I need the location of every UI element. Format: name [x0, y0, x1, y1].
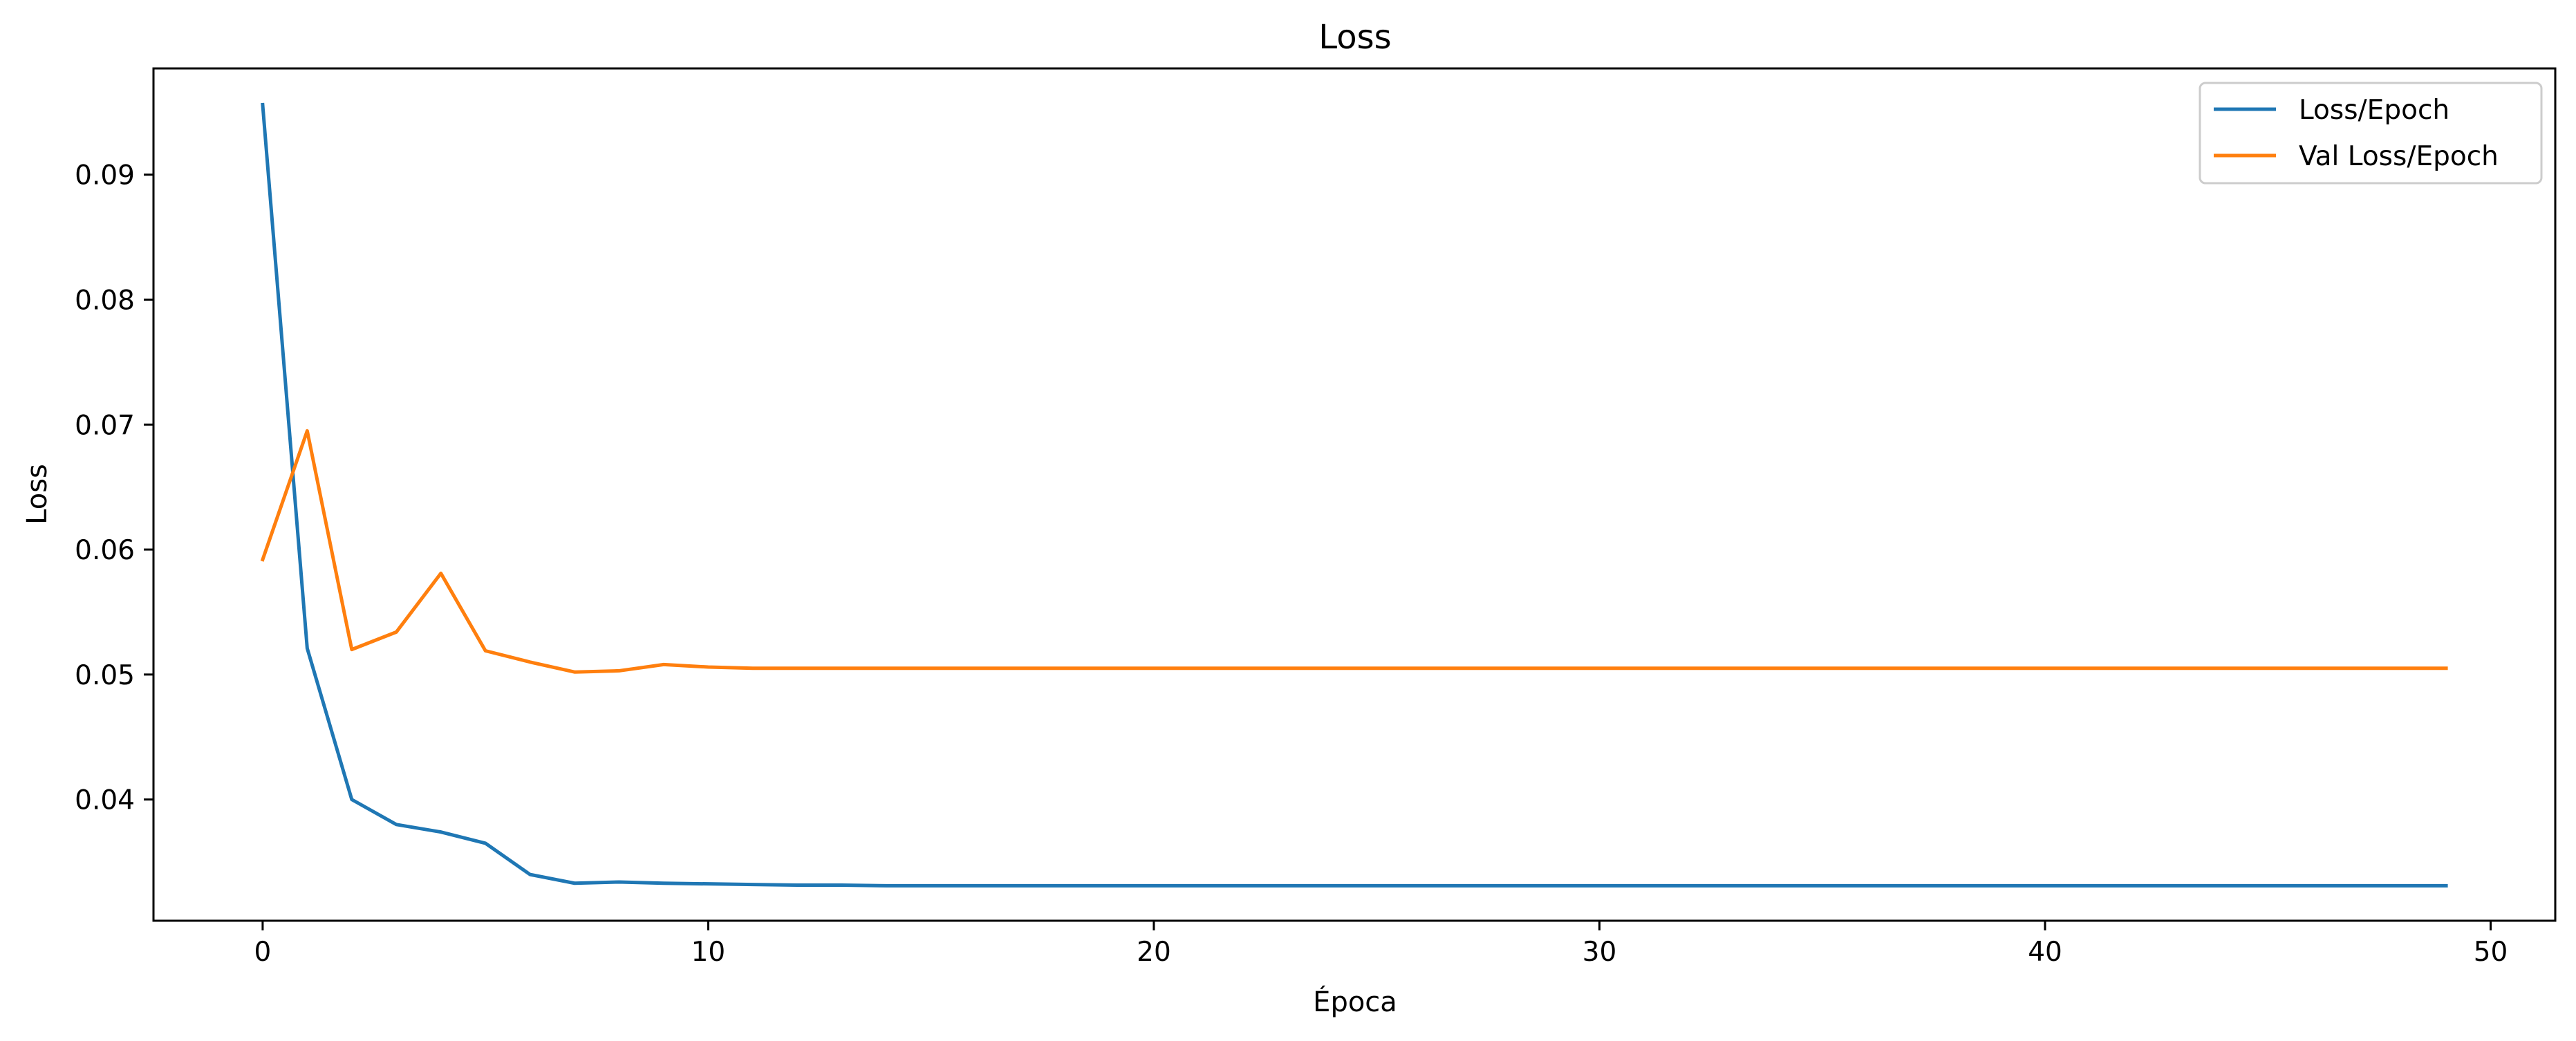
- y-tick-label-0-05: 0.05: [75, 660, 135, 691]
- y-axis: 0.04 0.05 0.06 0.07 0.08 0.09: [75, 160, 153, 816]
- x-tick-label-0: 0: [254, 937, 271, 968]
- legend-box: [2199, 82, 2543, 185]
- x-tick-label-30: 30: [1583, 937, 1617, 968]
- y-axis-label: Loss: [21, 464, 53, 525]
- plot-area: [260, 102, 2448, 888]
- legend-label-loss-epoch: Loss/Epoch: [2299, 95, 2449, 126]
- y-tick-label-0-08: 0.08: [75, 285, 135, 316]
- x-tick-label-50: 50: [2474, 937, 2508, 968]
- x-axis: 0 10 20 30 40 50: [254, 921, 2508, 968]
- series-line-loss-epoch: [261, 102, 2448, 888]
- x-tick-label-40: 40: [2028, 937, 2062, 968]
- chart-title: Loss: [1318, 18, 1391, 57]
- series-line-val-loss-epoch: [260, 429, 2448, 674]
- x-tick-label-10: 10: [691, 937, 726, 968]
- x-axis-label: Época: [1313, 985, 1397, 1018]
- y-tick-label-0-04: 0.04: [75, 785, 135, 816]
- y-tick-label-0-07: 0.07: [75, 410, 135, 441]
- y-tick-label-0-06: 0.06: [75, 535, 135, 566]
- legend: Loss/Epoch Val Loss/Epoch: [2199, 82, 2543, 185]
- x-tick-label-20: 20: [1137, 937, 1171, 968]
- legend-label-val-loss-epoch: Val Loss/Epoch: [2299, 141, 2499, 172]
- y-tick-label-0-09: 0.09: [75, 160, 135, 191]
- plot-frame: [152, 67, 2557, 922]
